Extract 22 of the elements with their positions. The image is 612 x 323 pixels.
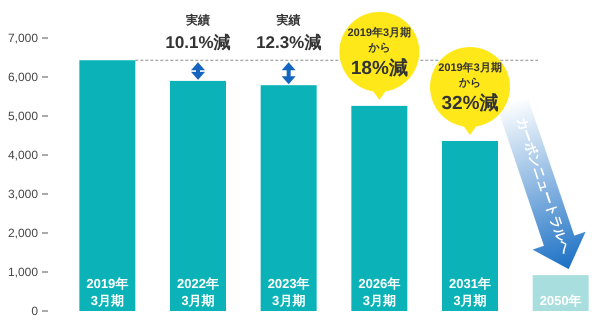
x-tick-label: 2026年 3月期 [358, 276, 400, 308]
y-tick-label: 2,000 [8, 226, 38, 240]
x-tick-label: 2019年 3月期 [86, 276, 128, 308]
y-tick-label: 7,000 [8, 31, 38, 45]
y-tick-label: 4,000 [8, 148, 38, 162]
x-tick-label: 2023年 3月期 [268, 276, 310, 308]
annotation: から [367, 42, 390, 54]
x-tick-label: 2022年 3月期 [177, 276, 219, 308]
x-tick-label: 2050年 [540, 293, 582, 308]
y-tick-label: 6,000 [8, 70, 38, 84]
y-tick-label: 5,000 [8, 109, 38, 123]
annotation: 2019年3月期 [438, 60, 502, 74]
annotation: 2019年3月期 [348, 26, 412, 39]
y-tick-label: 0 [31, 304, 38, 318]
annotation: 実績 12.3%減 [256, 13, 322, 52]
x-tick-label: 2031年 3月期 [449, 276, 491, 308]
y-tick-label: 3,000 [8, 187, 38, 201]
y-tick-label: 1,000 [8, 265, 38, 279]
annotation: 32%減 [441, 92, 499, 114]
annotation: 18%減 [350, 56, 408, 79]
annotation: から [458, 76, 481, 89]
annotation: 実績 10.1%減 [165, 13, 231, 52]
